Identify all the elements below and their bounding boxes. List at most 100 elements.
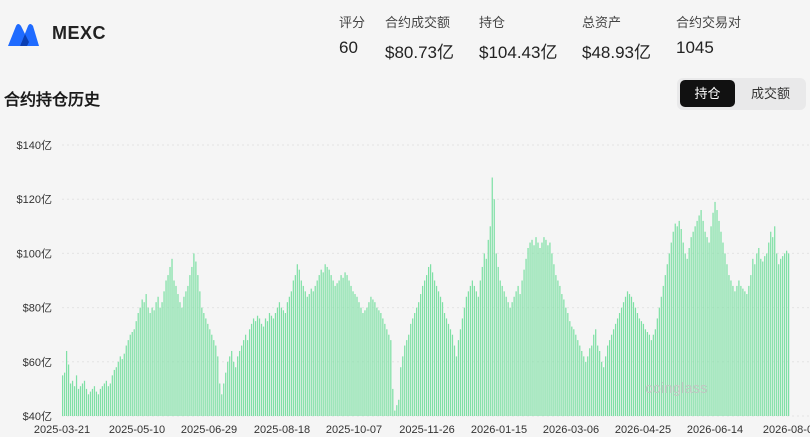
bar [201, 307, 203, 416]
bar [457, 340, 460, 416]
bar [453, 345, 456, 416]
bar [531, 239, 533, 416]
bar [342, 277, 344, 416]
bar [219, 383, 221, 416]
bar [87, 394, 90, 416]
bar [772, 237, 774, 416]
bar [443, 313, 446, 416]
bar [467, 291, 469, 416]
bar [73, 386, 76, 416]
bar [169, 266, 171, 416]
bar [346, 275, 348, 416]
bar [125, 345, 127, 416]
tab-volume[interactable]: 成交额 [750, 86, 790, 101]
bar [398, 399, 400, 416]
bar [62, 375, 64, 416]
bar [81, 383, 84, 416]
bar [463, 307, 466, 416]
bar [704, 231, 706, 416]
bar [278, 302, 281, 416]
bar [786, 250, 788, 416]
bar [710, 226, 712, 416]
bar [203, 313, 205, 416]
bar [223, 383, 225, 416]
bar [696, 220, 698, 416]
bar [497, 266, 499, 416]
bar [129, 334, 131, 416]
bar [692, 231, 694, 416]
bar [408, 334, 410, 416]
bar [626, 291, 629, 416]
bar [581, 350, 583, 416]
bar [469, 285, 471, 416]
bar [93, 386, 96, 416]
bar [264, 318, 267, 416]
bar [471, 280, 473, 416]
bar [75, 375, 78, 416]
bar [740, 285, 742, 416]
bar [654, 329, 656, 416]
bar [384, 323, 386, 416]
bar [135, 321, 137, 416]
bar [505, 296, 507, 416]
x-tick-label: 2026-01-15 [471, 424, 527, 436]
bar [652, 334, 654, 416]
bar [744, 291, 746, 416]
bar [754, 264, 756, 416]
bar [607, 345, 609, 416]
bar [632, 302, 635, 416]
bar [535, 237, 537, 416]
bar [91, 388, 94, 416]
tab-open-interest[interactable]: 持仓 [680, 80, 735, 107]
bar [527, 247, 529, 416]
bar [276, 307, 279, 416]
bar [702, 220, 704, 416]
bar [280, 307, 283, 416]
bar [404, 345, 406, 416]
bar [225, 372, 227, 416]
bar [734, 291, 736, 416]
bar [543, 237, 545, 416]
bar [195, 261, 197, 416]
bar [501, 285, 503, 416]
x-tick-label: 2025-03-21 [34, 424, 90, 436]
bar [103, 383, 105, 416]
bar [177, 294, 179, 416]
bar [521, 280, 523, 416]
bar [288, 296, 290, 416]
bar [312, 291, 314, 416]
bar [83, 380, 86, 416]
bar [593, 334, 595, 416]
bar [111, 375, 113, 416]
bar [738, 280, 740, 416]
bar [191, 266, 193, 416]
bar [298, 269, 300, 416]
section-title: 合约持仓历史 [4, 92, 101, 109]
bar [364, 310, 366, 416]
stat-label: 合约交易对 [676, 15, 742, 30]
bar [145, 294, 147, 416]
bar [284, 313, 287, 416]
bar [300, 280, 302, 416]
bar [539, 247, 541, 416]
stat-total-assets: 总资产 $48.93亿 [582, 12, 651, 63]
x-tick-label: 2025-05-10 [109, 424, 165, 436]
bar [726, 264, 728, 416]
bar [420, 294, 422, 416]
stat-label: 总资产 [582, 15, 622, 30]
bar [392, 388, 394, 416]
bar [71, 380, 74, 416]
bar [433, 280, 436, 416]
bar [406, 340, 408, 416]
bar [147, 307, 149, 416]
bar [575, 334, 577, 416]
bar [547, 245, 549, 416]
bar [243, 340, 245, 416]
bar [426, 275, 428, 416]
bar [282, 310, 285, 416]
bar [318, 275, 320, 416]
y-tick-label: $120亿 [17, 193, 52, 206]
bar [610, 334, 613, 416]
bar [233, 361, 235, 416]
x-tick-label: 2026-06-14 [687, 424, 743, 436]
